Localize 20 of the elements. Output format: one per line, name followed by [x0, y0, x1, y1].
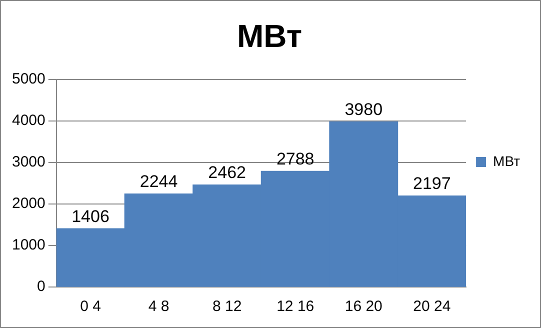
- x-tick-label: 0 4: [80, 298, 101, 316]
- x-tick-label: 8 12: [212, 298, 242, 316]
- data-label: 2788: [276, 149, 314, 168]
- y-tick-label: 1000: [12, 236, 46, 254]
- y-tick-label: 5000: [12, 70, 46, 88]
- chart-title: МВт: [236, 18, 302, 54]
- x-tick-label: 20 24: [413, 298, 451, 316]
- data-label: 2462: [208, 162, 246, 182]
- data-label: 3980: [344, 100, 383, 119]
- x-tick-label: 12 16: [276, 298, 314, 316]
- y-tick-label: 3000: [12, 154, 46, 171]
- data-label: 1406: [72, 206, 110, 226]
- y-tick-label: 0: [37, 278, 46, 296]
- legend-label: МВт: [493, 152, 521, 169]
- y-tick-label: 4000: [12, 112, 46, 130]
- data-label: 2197: [413, 174, 451, 193]
- data-label: 2244: [140, 172, 178, 192]
- x-tick-label: 4 8: [148, 298, 170, 316]
- x-tick-label: 16 20: [344, 298, 382, 316]
- y-tick-label: 2000: [12, 195, 46, 212]
